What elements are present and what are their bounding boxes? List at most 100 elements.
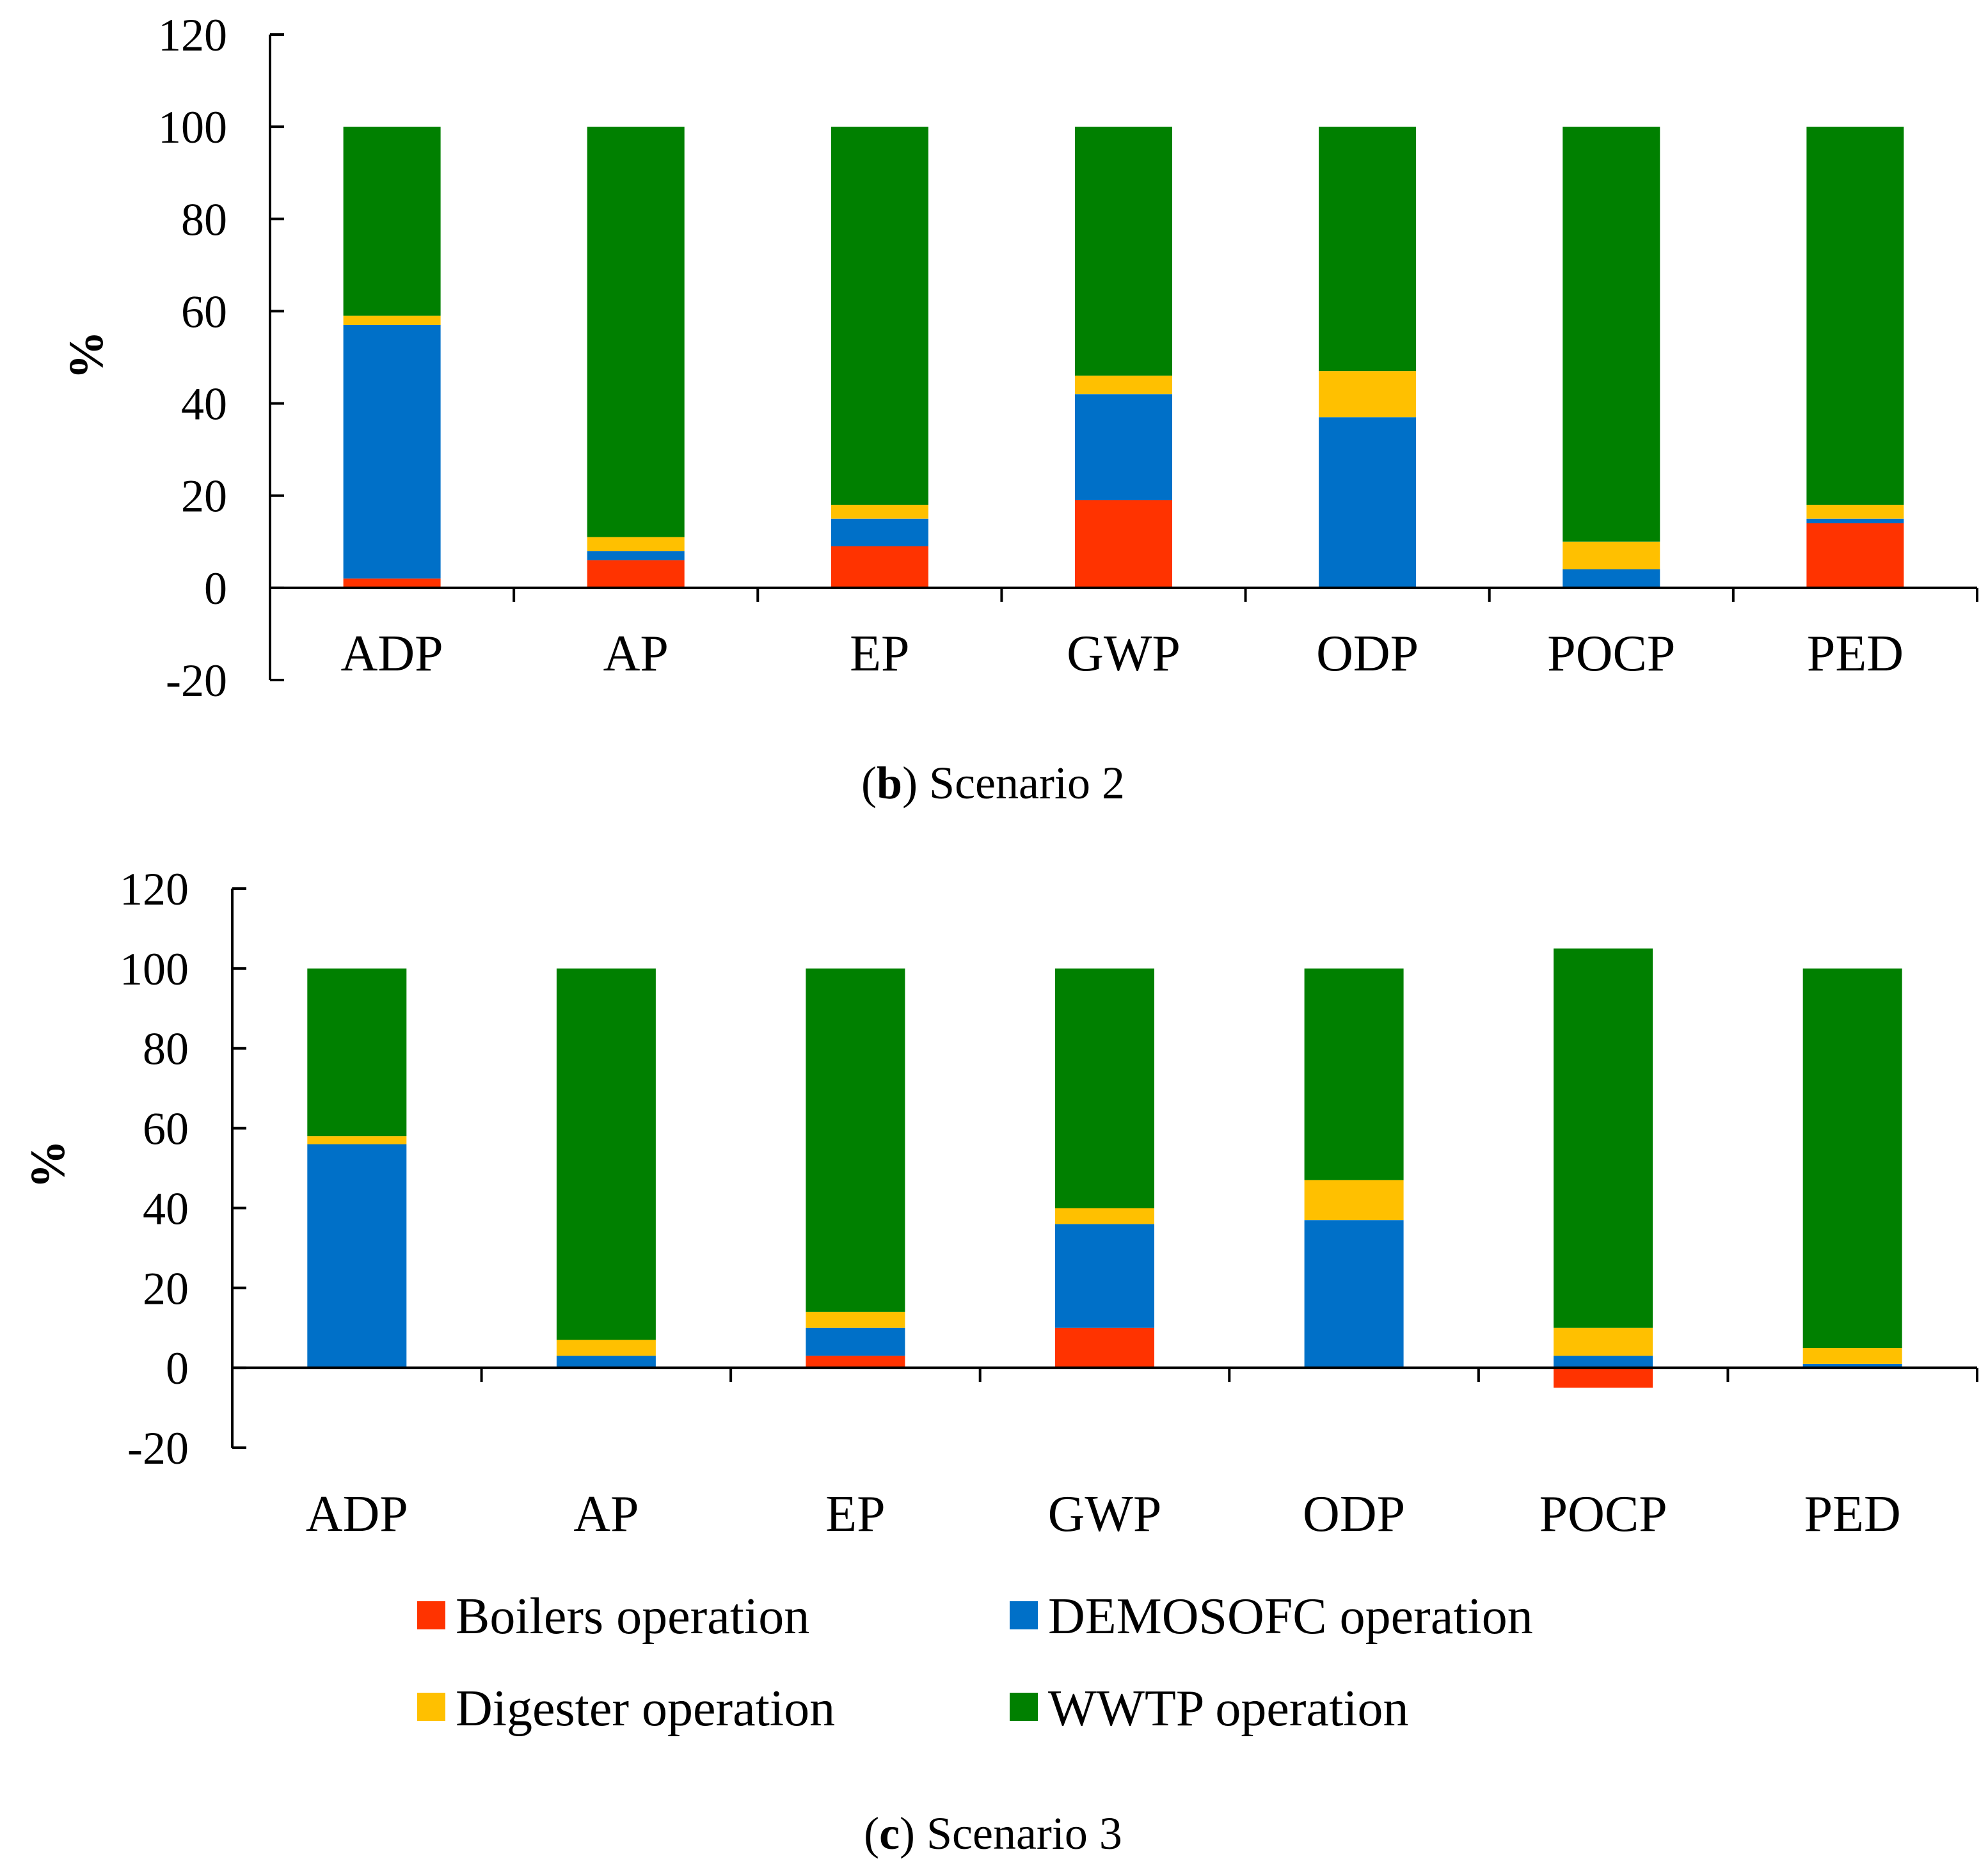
caption-letter: c bbox=[879, 1808, 900, 1859]
legend-swatch-wwtp bbox=[1010, 1693, 1038, 1721]
bar-pocp-demosofc-operation bbox=[1563, 569, 1660, 588]
bar-ap-digester-operation bbox=[556, 1340, 656, 1356]
caption-title: Scenario 2 bbox=[929, 757, 1125, 809]
x-category-label-odp: ODP bbox=[1303, 1486, 1405, 1542]
bars-scenario-2 bbox=[343, 127, 1904, 588]
y-tick-label: 0 bbox=[166, 1343, 189, 1394]
bar-ped-boilers-operation bbox=[1806, 523, 1904, 588]
legend-label-boilers: Boilers operation bbox=[456, 1588, 809, 1645]
y-tick-label: 60 bbox=[143, 1104, 189, 1155]
legend-swatch-boilers bbox=[417, 1601, 445, 1629]
y-tick-label: -20 bbox=[127, 1423, 189, 1474]
legend-label-wwtp: WWTP operation bbox=[1048, 1681, 1409, 1737]
bar-odp-demosofc-operation bbox=[1319, 417, 1417, 588]
bar-ep-digester-operation bbox=[806, 1311, 905, 1328]
legend: Boilers operation DEMOSOFC operation Dig… bbox=[417, 1588, 1533, 1737]
bar-adp-wwtp-operation bbox=[307, 968, 407, 1137]
bar-gwp-digester-operation bbox=[1075, 376, 1172, 395]
legend-label-demosofc: DEMOSOFC operation bbox=[1048, 1588, 1533, 1645]
x-category-label-pocp: POCP bbox=[1539, 1486, 1667, 1542]
y-tick-label: 100 bbox=[158, 102, 227, 153]
legend-swatch-demosofc bbox=[1010, 1601, 1038, 1629]
x-category-label-gwp: GWP bbox=[1048, 1486, 1162, 1542]
bar-ped-wwtp-operation bbox=[1802, 968, 1902, 1348]
bar-odp-digester-operation bbox=[1304, 1180, 1404, 1221]
bar-ep-demosofc-operation bbox=[831, 518, 928, 546]
bar-odp-wwtp-operation bbox=[1304, 968, 1404, 1180]
bar-gwp-digester-operation bbox=[1055, 1208, 1154, 1224]
y-tick-label: 100 bbox=[120, 944, 189, 995]
bar-pocp-demosofc-operation bbox=[1554, 1356, 1653, 1368]
bar-adp-digester-operation bbox=[343, 315, 441, 325]
legend-label-digester: Digester operation bbox=[456, 1681, 835, 1737]
x-categories-scenario-2: ADP AP EP GWP ODP POCP PED bbox=[341, 626, 1904, 682]
bar-ap-demosofc-operation bbox=[556, 1356, 656, 1368]
bar-ep-boilers-operation bbox=[806, 1356, 905, 1368]
bar-gwp-demosofc-operation bbox=[1075, 394, 1172, 500]
bar-ap-boilers-operation bbox=[587, 560, 685, 588]
bar-ped-demosofc-operation bbox=[1802, 1363, 1902, 1368]
caption-title: Scenario 3 bbox=[926, 1808, 1122, 1859]
caption-letter: b bbox=[877, 757, 902, 809]
bar-ep-digester-operation bbox=[831, 505, 928, 519]
bar-ap-demosofc-operation bbox=[587, 551, 685, 560]
bar-adp-digester-operation bbox=[307, 1136, 407, 1144]
caption-scenario-3: (c) Scenario 3 bbox=[864, 1808, 1122, 1859]
bar-ped-digester-operation bbox=[1806, 505, 1904, 519]
bar-gwp-boilers-operation bbox=[1075, 500, 1172, 588]
bar-pocp-digester-operation bbox=[1554, 1327, 1653, 1356]
bar-adp-wwtp-operation bbox=[343, 127, 441, 316]
y-tick-label: 80 bbox=[143, 1024, 189, 1075]
bar-ep-boilers-operation bbox=[831, 546, 928, 588]
x-category-label-ap: AP bbox=[573, 1486, 639, 1542]
caption-scenario-2: (b) Scenario 2 bbox=[861, 757, 1125, 809]
x-category-label-ped: PED bbox=[1804, 1486, 1901, 1542]
bar-pocp-digester-operation bbox=[1563, 541, 1660, 569]
bar-gwp-wwtp-operation bbox=[1055, 968, 1154, 1208]
y-tick-label: 120 bbox=[120, 864, 189, 915]
bar-adp-boilers-operation bbox=[343, 578, 441, 588]
axes-scenario-3 bbox=[231, 889, 1978, 1448]
x-category-label-ep: EP bbox=[825, 1486, 885, 1542]
y-axis-label: % bbox=[60, 331, 113, 379]
bar-adp-demosofc-operation bbox=[343, 325, 441, 579]
bars-scenario-3 bbox=[307, 948, 1902, 1388]
y-tick-label: 40 bbox=[143, 1183, 189, 1234]
y-tick-label: 80 bbox=[181, 194, 227, 245]
y-tick-label: 60 bbox=[181, 286, 227, 337]
x-category-label-ped: PED bbox=[1807, 626, 1904, 682]
bar-ep-wwtp-operation bbox=[831, 127, 928, 505]
bar-ap-digester-operation bbox=[587, 537, 685, 551]
bar-odp-wwtp-operation bbox=[1319, 127, 1417, 372]
bar-pocp-boilers-operation bbox=[1554, 1368, 1653, 1388]
x-category-label-ap: AP bbox=[603, 626, 669, 682]
bar-pocp-wwtp-operation bbox=[1554, 948, 1653, 1328]
bar-ap-wwtp-operation bbox=[556, 968, 656, 1340]
y-tick-label: 20 bbox=[143, 1263, 189, 1314]
y-tick-label: -20 bbox=[166, 655, 227, 706]
axes-scenario-2 bbox=[269, 35, 1978, 680]
bar-pocp-wwtp-operation bbox=[1563, 127, 1660, 542]
bar-ped-wwtp-operation bbox=[1806, 127, 1904, 505]
x-category-label-gwp: GWP bbox=[1067, 626, 1181, 682]
y-ticks-scenario-3: 120 100 80 60 40 20 0 -20 bbox=[120, 864, 246, 1474]
y-tick-label: 40 bbox=[181, 379, 227, 430]
bar-ped-digester-operation bbox=[1802, 1347, 1902, 1364]
bar-ped-demosofc-operation bbox=[1806, 518, 1904, 523]
y-tick-label: 0 bbox=[204, 563, 227, 614]
x-category-label-ep: EP bbox=[850, 626, 909, 682]
y-ticks-scenario-2: 120 100 80 60 40 20 0 -20 bbox=[158, 10, 284, 706]
x-category-label-adp: ADP bbox=[341, 626, 443, 682]
bar-ap-wwtp-operation bbox=[587, 127, 685, 537]
y-tick-label: 20 bbox=[181, 471, 227, 522]
x-categories-scenario-3: ADP AP EP GWP ODP POCP PED bbox=[306, 1486, 1901, 1542]
bar-gwp-boilers-operation bbox=[1055, 1327, 1154, 1368]
legend-swatch-digester bbox=[417, 1693, 445, 1721]
bar-odp-demosofc-operation bbox=[1304, 1220, 1404, 1368]
y-tick-label: 120 bbox=[158, 10, 227, 61]
bar-gwp-demosofc-operation bbox=[1055, 1224, 1154, 1328]
bar-ep-wwtp-operation bbox=[806, 968, 905, 1312]
x-category-label-odp: ODP bbox=[1316, 626, 1419, 682]
